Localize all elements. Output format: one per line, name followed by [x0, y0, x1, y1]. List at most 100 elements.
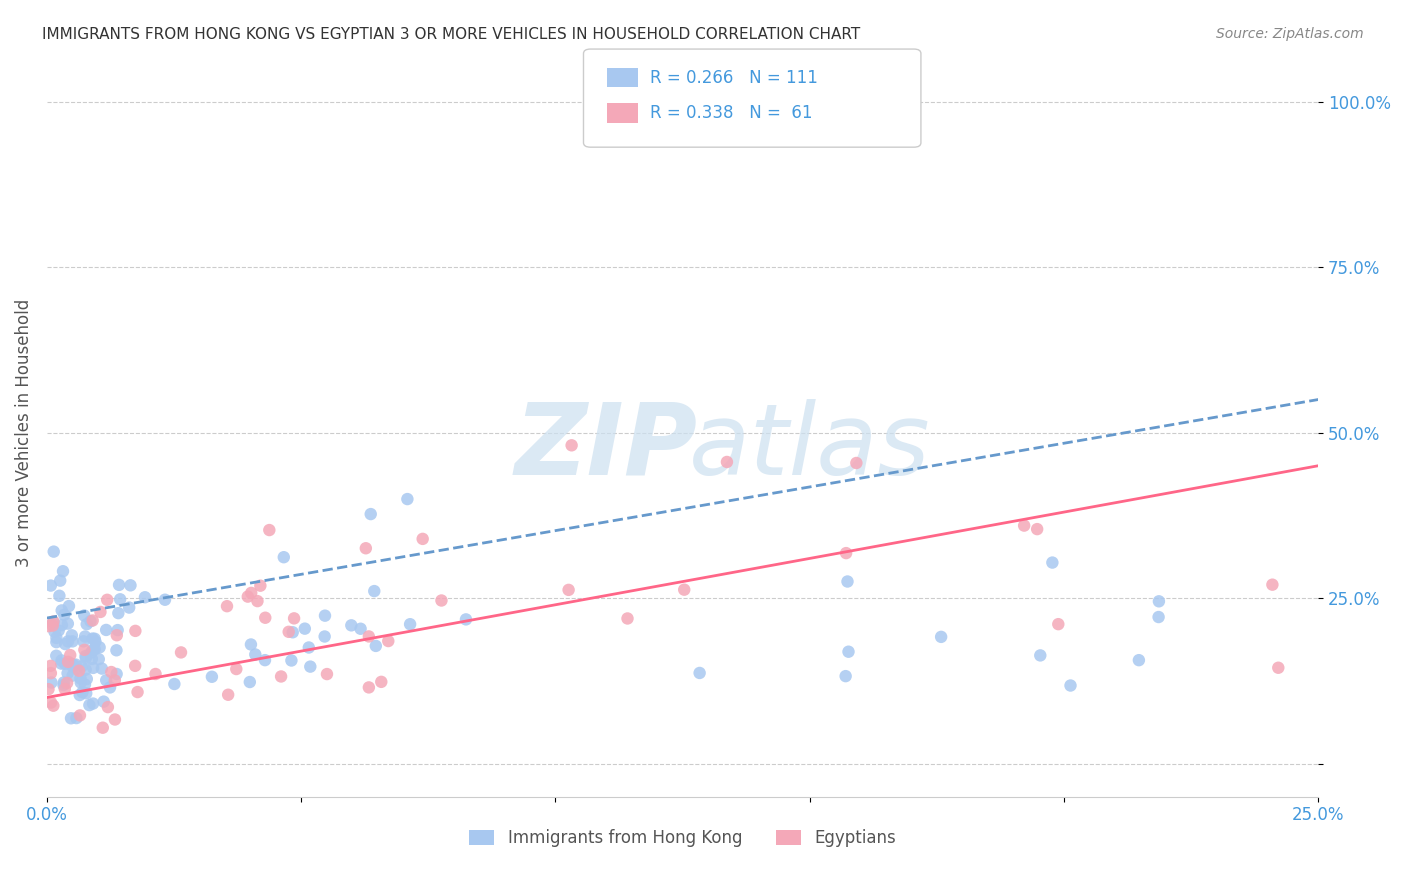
- Egyptians: [561, 438, 583, 452]
- Immigrants from Hong Kong: [72, 634, 94, 648]
- Egyptians: [100, 665, 122, 679]
- Immigrants from Hong Kong: [1147, 594, 1170, 608]
- Egyptians: [1261, 577, 1284, 591]
- Immigrants from Hong Kong: [105, 667, 128, 681]
- Immigrants from Hong Kong: [245, 648, 267, 662]
- Egyptians: [42, 615, 65, 629]
- Egyptians: [354, 541, 377, 556]
- Immigrants from Hong Kong: [118, 600, 141, 615]
- Immigrants from Hong Kong: [82, 661, 104, 675]
- Immigrants from Hong Kong: [39, 578, 62, 592]
- Immigrants from Hong Kong: [51, 618, 73, 632]
- Immigrants from Hong Kong: [107, 623, 129, 637]
- Immigrants from Hong Kong: [45, 635, 67, 649]
- Immigrants from Hong Kong: [120, 578, 142, 592]
- Immigrants from Hong Kong: [349, 622, 371, 636]
- Immigrants from Hong Kong: [65, 657, 87, 672]
- Egyptians: [124, 624, 146, 638]
- Immigrants from Hong Kong: [69, 672, 91, 686]
- Immigrants from Hong Kong: [1147, 610, 1170, 624]
- Egyptians: [97, 700, 120, 714]
- Egyptians: [254, 611, 277, 625]
- Immigrants from Hong Kong: [60, 711, 83, 725]
- Egyptians: [249, 579, 271, 593]
- Immigrants from Hong Kong: [163, 677, 186, 691]
- Immigrants from Hong Kong: [60, 659, 83, 673]
- Egyptians: [357, 629, 380, 643]
- Immigrants from Hong Kong: [108, 592, 131, 607]
- Egyptians: [283, 611, 305, 625]
- Text: Source: ZipAtlas.com: Source: ZipAtlas.com: [1216, 27, 1364, 41]
- Immigrants from Hong Kong: [52, 564, 75, 578]
- Egyptians: [96, 592, 118, 607]
- Egyptians: [56, 676, 79, 690]
- Immigrants from Hong Kong: [929, 630, 952, 644]
- Immigrants from Hong Kong: [87, 652, 110, 666]
- Egyptians: [1267, 661, 1289, 675]
- Immigrants from Hong Kong: [281, 625, 304, 640]
- Egyptians: [104, 713, 127, 727]
- Text: IMMIGRANTS FROM HONG KONG VS EGYPTIAN 3 OR MORE VEHICLES IN HOUSEHOLD CORRELATIO: IMMIGRANTS FROM HONG KONG VS EGYPTIAN 3 …: [42, 27, 860, 42]
- Immigrants from Hong Kong: [49, 574, 72, 588]
- Immigrants from Hong Kong: [53, 607, 76, 622]
- Immigrants from Hong Kong: [75, 649, 97, 664]
- Immigrants from Hong Kong: [65, 711, 87, 725]
- Immigrants from Hong Kong: [107, 606, 129, 620]
- Immigrants from Hong Kong: [1128, 653, 1150, 667]
- Immigrants from Hong Kong: [454, 612, 477, 626]
- Immigrants from Hong Kong: [837, 645, 859, 659]
- Egyptians: [127, 685, 149, 699]
- Immigrants from Hong Kong: [105, 643, 128, 657]
- Immigrants from Hong Kong: [299, 659, 322, 673]
- Immigrants from Hong Kong: [45, 648, 67, 663]
- Egyptians: [370, 674, 392, 689]
- Egyptians: [170, 645, 193, 659]
- Egyptians: [716, 455, 738, 469]
- Egyptians: [39, 696, 62, 710]
- Immigrants from Hong Kong: [364, 639, 387, 653]
- Egyptians: [73, 643, 96, 657]
- Egyptians: [42, 698, 65, 713]
- Immigrants from Hong Kong: [837, 574, 859, 589]
- Egyptians: [39, 658, 62, 673]
- Immigrants from Hong Kong: [75, 686, 97, 700]
- Immigrants from Hong Kong: [82, 642, 104, 657]
- Immigrants from Hong Kong: [689, 665, 711, 680]
- Immigrants from Hong Kong: [108, 578, 131, 592]
- Immigrants from Hong Kong: [360, 507, 382, 521]
- Immigrants from Hong Kong: [69, 675, 91, 690]
- Egyptians: [67, 664, 90, 678]
- Egyptians: [53, 681, 76, 696]
- Immigrants from Hong Kong: [80, 646, 103, 660]
- Egyptians: [217, 688, 239, 702]
- Egyptians: [316, 667, 339, 681]
- Egyptians: [38, 619, 60, 633]
- Immigrants from Hong Kong: [53, 637, 76, 651]
- Egyptians: [215, 599, 238, 614]
- Immigrants from Hong Kong: [79, 614, 101, 628]
- Egyptians: [246, 594, 269, 608]
- Egyptians: [89, 605, 111, 619]
- Egyptians: [82, 614, 104, 628]
- Immigrants from Hong Kong: [96, 623, 118, 637]
- Egyptians: [59, 648, 82, 662]
- Immigrants from Hong Kong: [53, 657, 76, 671]
- Immigrants from Hong Kong: [96, 673, 118, 688]
- Egyptians: [105, 628, 128, 642]
- Immigrants from Hong Kong: [62, 634, 84, 648]
- Immigrants from Hong Kong: [273, 550, 295, 565]
- Immigrants from Hong Kong: [72, 685, 94, 699]
- Egyptians: [91, 721, 114, 735]
- Egyptians: [259, 523, 281, 537]
- Immigrants from Hong Kong: [89, 640, 111, 655]
- Immigrants from Hong Kong: [79, 698, 101, 712]
- Immigrants from Hong Kong: [399, 617, 422, 632]
- Immigrants from Hong Kong: [84, 634, 107, 648]
- Text: atlas: atlas: [689, 399, 931, 496]
- Immigrants from Hong Kong: [60, 628, 83, 642]
- Immigrants from Hong Kong: [396, 491, 419, 506]
- Text: ZIP: ZIP: [515, 399, 697, 496]
- Egyptians: [104, 673, 127, 688]
- Egyptians: [616, 611, 638, 625]
- Immigrants from Hong Kong: [298, 640, 321, 655]
